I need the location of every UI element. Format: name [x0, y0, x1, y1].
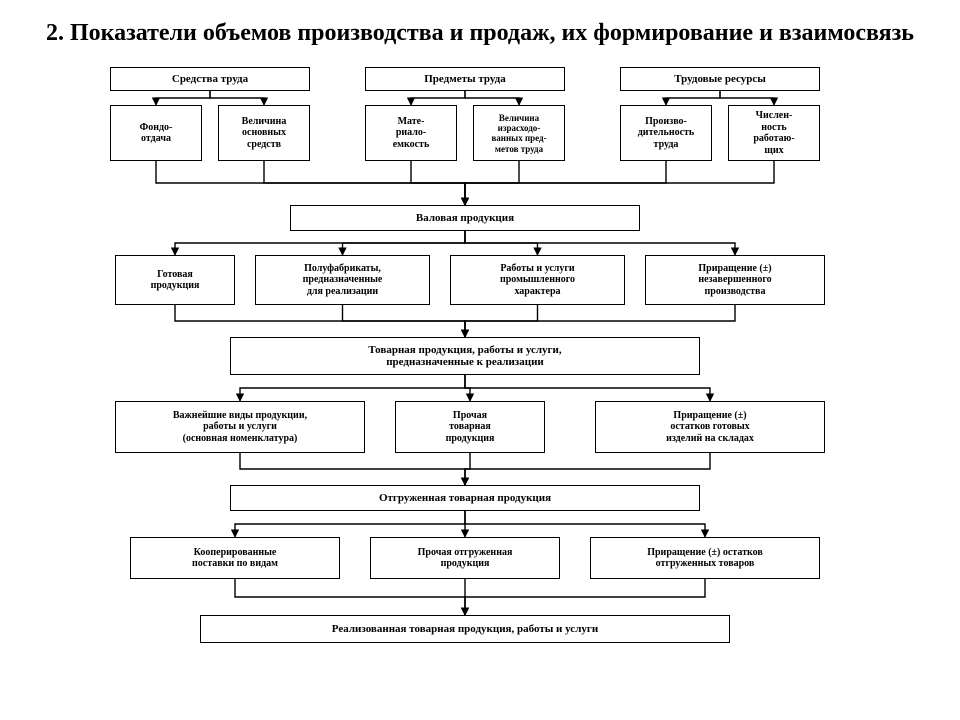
edge-n22-n23 — [465, 579, 705, 615]
node-n1: Средства труда — [110, 67, 310, 91]
node-n15: Товарная продукция, работы и услуги,пред… — [230, 337, 700, 375]
node-n12: Полуфабрикаты,предназначенныедля реализа… — [255, 255, 430, 305]
edge-n4-n10 — [156, 161, 465, 205]
node-n4: Фондо-отдача — [110, 105, 202, 161]
edge-n8-n10 — [465, 161, 666, 205]
node-n5: Величинаосновныхсредств — [218, 105, 310, 161]
node-n16: Важнейшие виды продукции,работы и услуги… — [115, 401, 365, 453]
edge-n9-n10 — [465, 161, 774, 205]
edge-n14-n15 — [465, 305, 735, 337]
edge-n10-n13 — [465, 231, 538, 255]
edge-n1-n4 — [156, 91, 210, 105]
edge-n10-n12 — [343, 231, 466, 255]
edge-n15-n16 — [240, 375, 465, 401]
edge-n18-n19 — [465, 453, 710, 485]
edge-n2-n6 — [411, 91, 465, 105]
edge-n20-n23 — [235, 579, 465, 615]
node-n23: Реализованная товарная продукция, работы… — [200, 615, 730, 643]
edge-n6-n10 — [411, 161, 465, 205]
node-n22: Приращение (±) остатковотгруженных товар… — [590, 537, 820, 579]
edge-n7-n10 — [465, 161, 519, 205]
node-n8: Произво-дительностьтруда — [620, 105, 712, 161]
node-n21: Прочая отгруженнаяпродукция — [370, 537, 560, 579]
edge-n15-n18 — [465, 375, 710, 401]
node-n11: Готоваяпродукция — [115, 255, 235, 305]
edge-n15-n17 — [465, 375, 470, 401]
flowchart-diagram: Средства труда Предметы труда Трудовые рес… — [0, 57, 960, 697]
edge-n10-n14 — [465, 231, 735, 255]
edge-n3-n8 — [666, 91, 720, 105]
edge-n5-n10 — [264, 161, 465, 205]
edge-n16-n19 — [240, 453, 465, 485]
edge-n3-n9 — [720, 91, 774, 105]
node-n9: Числен-ностьработаю-щих — [728, 105, 820, 161]
edge-n11-n15 — [175, 305, 465, 337]
node-n19: Отгруженная товарная продукция — [230, 485, 700, 511]
node-n3: Трудовые ресурсы — [620, 67, 820, 91]
edge-n13-n15 — [465, 305, 538, 337]
edge-n12-n15 — [343, 305, 466, 337]
node-n20: Кооперированныепоставки по видам — [130, 537, 340, 579]
node-n17: Прочаятоварнаяпродукция — [395, 401, 545, 453]
edge-n19-n22 — [465, 511, 705, 537]
node-n14: Приращение (±)незавершенногопроизводства — [645, 255, 825, 305]
node-n7: Величинаизрасходо-ванных пред-метов труд… — [473, 105, 565, 161]
edge-n17-n19 — [465, 453, 470, 485]
node-n13: Работы и услугипромышленногохарактера — [450, 255, 625, 305]
edge-n10-n11 — [175, 231, 465, 255]
node-n18: Приращение (±)остатков готовыхизделий на… — [595, 401, 825, 453]
page-title: 2. Показатели объемов производства и про… — [0, 0, 960, 57]
node-n10: Валовая продукция — [290, 205, 640, 231]
edge-n19-n20 — [235, 511, 465, 537]
edge-n2-n7 — [465, 91, 519, 105]
edge-n1-n5 — [210, 91, 264, 105]
node-n6: Мате-риало-емкость — [365, 105, 457, 161]
node-n2: Предметы труда — [365, 67, 565, 91]
